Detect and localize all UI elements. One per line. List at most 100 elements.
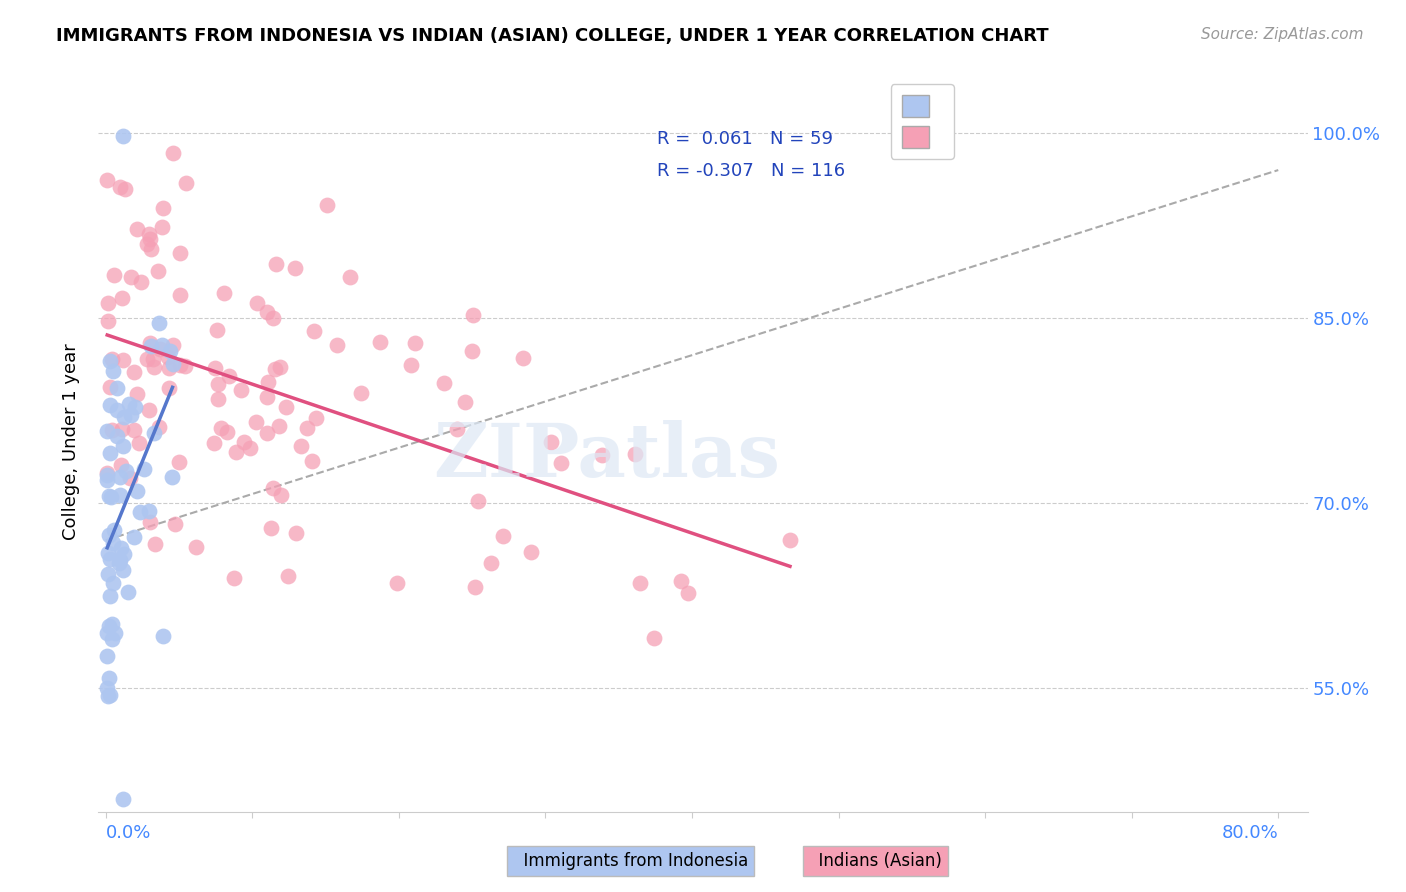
Point (112, 547, 135, 561)
Point (540, 435, 562, 450)
Point (135, 236, 157, 251)
Point (479, 556, 502, 570)
Point (97, 296, 120, 310)
Point (110, 458, 132, 472)
Point (246, 296, 269, 310)
Point (263, 361, 285, 376)
Point (148, 420, 170, 434)
Point (98, 380, 121, 394)
Point (108, 470, 131, 484)
Legend: , : , (891, 84, 953, 159)
Point (270, 487, 292, 501)
Point (385, 576, 408, 591)
Point (676, 586, 699, 600)
Text: ZIPatlas: ZIPatlas (433, 420, 780, 493)
Point (138, 503, 160, 517)
Point (96, 649, 118, 664)
Point (174, 176, 197, 190)
Point (98, 589, 121, 603)
Point (128, 505, 150, 519)
Point (467, 494, 489, 508)
Point (267, 419, 290, 434)
Point (138, 227, 160, 241)
Point (139, 336, 162, 351)
Point (128, 435, 150, 450)
Point (101, 632, 124, 647)
Point (173, 359, 195, 373)
Point (112, 439, 135, 453)
Point (111, 353, 134, 368)
Point (141, 339, 163, 353)
Point (231, 383, 253, 397)
Point (157, 351, 180, 365)
Text: Source: ZipAtlas.com: Source: ZipAtlas.com (1201, 27, 1364, 42)
Point (139, 232, 162, 246)
Point (105, 381, 128, 395)
Point (118, 471, 141, 485)
Point (122, 530, 145, 544)
Point (112, 563, 135, 577)
Point (101, 423, 124, 437)
Point (162, 357, 184, 371)
Point (120, 270, 142, 285)
Point (157, 360, 180, 375)
Point (277, 569, 299, 583)
Point (256, 426, 278, 441)
Point (100, 490, 122, 504)
Point (108, 553, 131, 567)
Point (205, 323, 228, 337)
Point (461, 308, 484, 322)
Point (211, 421, 233, 435)
Point (98, 671, 121, 685)
Point (643, 632, 665, 646)
Point (107, 557, 129, 571)
Point (105, 402, 128, 417)
Point (207, 376, 229, 391)
Point (122, 365, 145, 379)
Point (98, 688, 121, 702)
Point (184, 540, 207, 554)
Point (136, 351, 159, 366)
Point (97, 489, 120, 503)
Point (624, 447, 647, 461)
Point (519, 545, 541, 559)
Point (433, 376, 456, 390)
Point (139, 515, 162, 529)
Point (96, 467, 118, 482)
Point (96, 467, 118, 481)
Point (284, 526, 307, 541)
Point (339, 269, 361, 284)
Point (669, 574, 692, 589)
Point (117, 585, 139, 599)
Point (256, 376, 278, 390)
Point (145, 537, 167, 551)
Text: R =  0.061   N = 59: R = 0.061 N = 59 (657, 130, 832, 148)
Point (290, 439, 312, 453)
Point (162, 470, 184, 484)
Point (159, 343, 181, 358)
Point (239, 441, 262, 455)
Text: IMMIGRANTS FROM INDONESIA VS INDIAN (ASIAN) COLLEGE, UNDER 1 YEAR CORRELATION CH: IMMIGRANTS FROM INDONESIA VS INDIAN (ASI… (56, 27, 1049, 45)
Y-axis label: College, Under 1 year: College, Under 1 year (62, 343, 80, 540)
Point (157, 381, 180, 395)
Point (96, 625, 118, 640)
Point (262, 310, 284, 325)
Point (169, 358, 191, 372)
Point (97, 546, 120, 560)
Point (256, 390, 278, 404)
Point (96, 173, 118, 187)
Point (110, 541, 132, 555)
Text: Indians (Asian): Indians (Asian) (808, 852, 942, 870)
Point (162, 146, 184, 161)
Point (304, 324, 326, 338)
Point (233, 434, 256, 449)
Point (512, 351, 534, 365)
Point (212, 286, 235, 301)
Point (591, 448, 613, 462)
Point (98, 527, 121, 541)
Point (103, 268, 125, 282)
Point (101, 364, 124, 378)
Point (96, 473, 118, 487)
Point (225, 445, 247, 459)
Point (163, 517, 186, 532)
